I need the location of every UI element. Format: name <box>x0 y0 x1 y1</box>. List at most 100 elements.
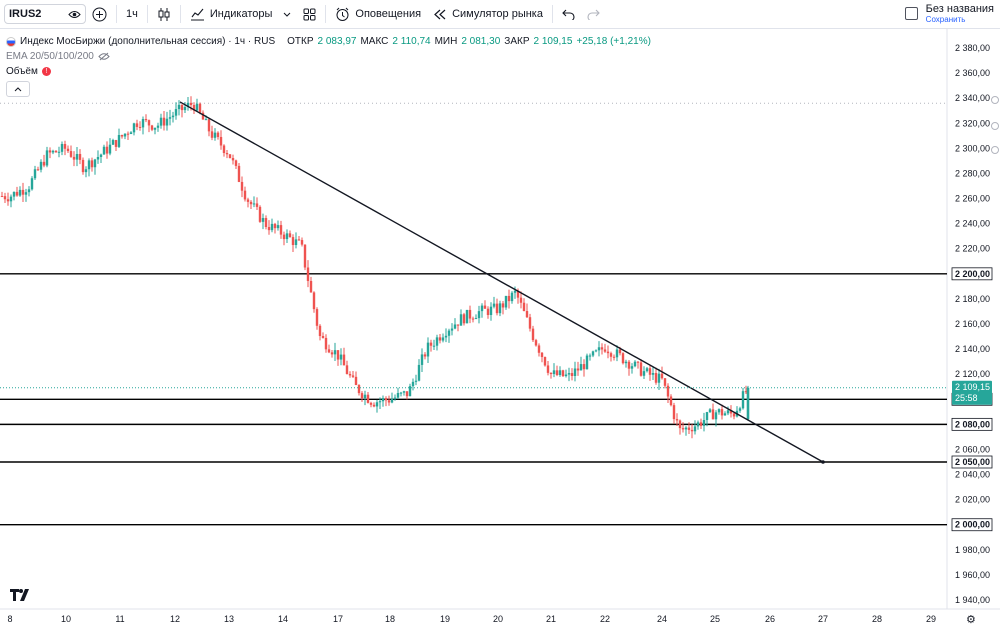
candle-body <box>321 336 325 338</box>
candle-body <box>651 372 655 375</box>
candle-body <box>594 350 598 352</box>
indicators-label: Индикаторы <box>209 8 273 20</box>
candle-body <box>93 159 97 168</box>
indicators-icon <box>190 7 205 21</box>
candle-body <box>696 422 700 427</box>
candle-body <box>339 354 343 360</box>
layout-checkbox[interactable] <box>904 7 918 21</box>
candle-body <box>507 295 511 302</box>
price-chart[interactable]: 2 380,00 2 360,00 2 340,00 2 320,00 2 300,00… <box>0 28 1000 631</box>
candle-body <box>576 368 580 371</box>
candle-body <box>249 201 253 205</box>
candle-body <box>33 169 37 179</box>
candle-body <box>567 373 571 375</box>
candle-body <box>741 391 745 409</box>
candle-body <box>201 112 205 120</box>
candle-body <box>297 239 301 241</box>
low-label: МИН <box>434 36 458 47</box>
candle-body <box>234 160 238 166</box>
redo-button[interactable] <box>581 3 606 25</box>
candle-body <box>72 156 76 160</box>
indicators-button[interactable]: Индикаторы <box>184 3 298 25</box>
candle-body <box>585 355 589 370</box>
price-tick-label: 2 380,00 <box>955 43 990 53</box>
price-tick-label: 2 220,00 <box>955 244 990 254</box>
scroll-button-icon[interactable] <box>991 146 999 154</box>
candle-body <box>693 426 697 432</box>
undo-button[interactable] <box>556 3 581 25</box>
candle-body <box>531 328 535 341</box>
collapse-legend-button[interactable] <box>6 81 30 97</box>
candle-body <box>417 364 421 381</box>
toolbar-divider <box>551 5 553 23</box>
legend-volume-row[interactable]: Объём ! <box>6 64 651 79</box>
candle-body <box>468 309 472 319</box>
level-price-label: 2 000,00 <box>955 520 990 530</box>
candle-body <box>372 404 376 407</box>
candle-body <box>555 370 559 376</box>
tradingview-logo[interactable] <box>10 588 32 604</box>
level-price-tag <box>951 267 993 281</box>
chart-legend: Индекс МосБиржи (дополнительная сессия) … <box>6 34 651 97</box>
candle-body <box>411 381 415 387</box>
candle-body <box>504 295 508 308</box>
candle-body <box>570 373 574 377</box>
candle-body <box>672 405 676 420</box>
candle-body <box>513 290 517 293</box>
candle-body <box>534 340 538 346</box>
replay-button[interactable]: Симулятор рынка <box>427 3 549 25</box>
candle-body <box>120 135 124 137</box>
chevron-down-icon[interactable] <box>283 12 291 17</box>
candle-body <box>309 280 313 293</box>
open-label: ОТКР <box>287 36 314 47</box>
candle-body <box>78 153 82 160</box>
eye-icon[interactable] <box>68 10 81 19</box>
candle-body <box>393 397 397 400</box>
interval-label: 1ч <box>126 8 138 20</box>
price-tick-label: 2 320,00 <box>955 118 990 128</box>
candle-body <box>315 309 319 326</box>
candle-body <box>450 328 454 331</box>
candle-body <box>678 420 682 429</box>
candle-body <box>390 399 394 403</box>
close-value: 2 109,15 <box>533 36 573 47</box>
save-link[interactable]: Сохранить <box>925 14 966 24</box>
save-layout[interactable]: Без названия Сохранить <box>904 3 994 24</box>
symbol-search[interactable]: IRUS2 <box>4 4 86 24</box>
chart-type-button[interactable] <box>151 3 177 25</box>
level-price-label: 2 080,00 <box>955 419 990 429</box>
candle-body <box>579 364 583 371</box>
candle-body <box>489 306 493 316</box>
time-tick-label: 18 <box>385 614 395 624</box>
price-tick-label: 2 020,00 <box>955 495 990 505</box>
russia-flag-icon <box>6 36 16 47</box>
layouts-button[interactable] <box>297 3 322 25</box>
candle-body <box>180 104 184 111</box>
candle-body <box>639 362 643 376</box>
candle-body <box>666 385 670 397</box>
candle-body <box>648 368 652 375</box>
settings-gear-icon[interactable]: ⚙ <box>966 614 976 626</box>
candle-body <box>558 370 562 376</box>
candle-body <box>111 140 115 145</box>
eye-hidden-icon[interactable] <box>98 52 110 61</box>
candle-body <box>498 303 502 314</box>
layout-name-block[interactable]: Без названия Сохранить <box>925 3 994 24</box>
candle-body <box>459 314 463 326</box>
candle-body <box>39 161 43 170</box>
candle-body <box>42 161 46 166</box>
candle-body <box>255 203 259 207</box>
candle-body <box>90 160 94 168</box>
legend-ema-row[interactable]: EMA 20/50/100/200 <box>6 49 651 64</box>
error-icon[interactable]: ! <box>41 67 51 76</box>
legend-title[interactable]: Индекс МосБиржи (дополнительная сессия) … <box>20 36 276 47</box>
scroll-button-icon[interactable] <box>991 96 999 104</box>
candle-body <box>732 413 736 417</box>
compare-button[interactable] <box>86 3 113 25</box>
alerts-button[interactable]: Оповещения <box>329 3 427 25</box>
candle-body <box>333 350 337 355</box>
chevron-up-icon <box>14 86 22 91</box>
interval-button[interactable]: 1ч <box>120 3 144 25</box>
rewind-icon <box>433 9 447 20</box>
scroll-button-icon[interactable] <box>991 122 999 130</box>
